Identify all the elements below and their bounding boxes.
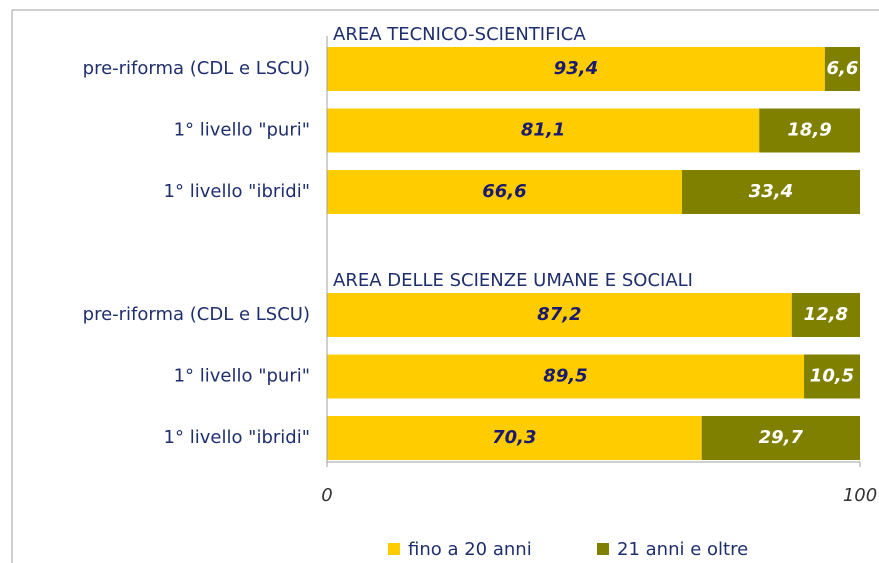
value-label: 33,4 <box>749 181 793 202</box>
value-label: 6,6 <box>826 58 858 79</box>
bar-segment <box>701 416 860 460</box>
value-label: 81,1 <box>521 120 565 141</box>
value-label: 93,4 <box>554 58 598 79</box>
bar-segment <box>327 47 825 91</box>
value-label: 89,5 <box>543 366 587 387</box>
legend-label: 21 anni e oltre <box>617 539 748 560</box>
bar-segment <box>327 293 792 337</box>
bar-segment <box>327 170 682 214</box>
bar-segment <box>327 416 702 460</box>
value-label: 87,2 <box>537 304 581 325</box>
value-label: 29,7 <box>759 427 804 448</box>
category-label: 1° livello "ibridi" <box>164 427 310 448</box>
category-label: 1° livello "ibridi" <box>164 181 310 202</box>
x-tick-label: 100 <box>843 485 877 506</box>
category-label: pre-riforma (CDL e LSCU) <box>83 58 310 79</box>
value-label: 10,5 <box>810 366 854 387</box>
bar-segment <box>804 354 860 399</box>
bar-segment <box>681 170 860 214</box>
legend-label: fino a 20 anni <box>408 539 532 560</box>
bar-segment <box>327 354 805 399</box>
value-label: 12,8 <box>804 304 848 325</box>
category-label: 1° livello "puri" <box>174 366 310 387</box>
legend-swatch <box>388 543 400 555</box>
bar-segment <box>327 108 760 153</box>
legend-swatch <box>597 543 609 555</box>
group-header: AREA TECNICO-SCIENTIFICA <box>333 24 586 45</box>
x-tick-label: 0 <box>321 485 332 506</box>
category-label: pre-riforma (CDL e LSCU) <box>83 304 310 325</box>
bar-segment <box>759 108 860 153</box>
bar-segment <box>791 293 860 337</box>
category-label: 1° livello "puri" <box>174 120 310 141</box>
value-label: 66,6 <box>482 181 526 202</box>
group-header: AREA DELLE SCIENZE UMANE E SOCIALI <box>333 270 693 291</box>
value-label: 18,9 <box>787 120 831 141</box>
value-label: 70,3 <box>492 427 536 448</box>
bar-segment <box>824 47 860 91</box>
